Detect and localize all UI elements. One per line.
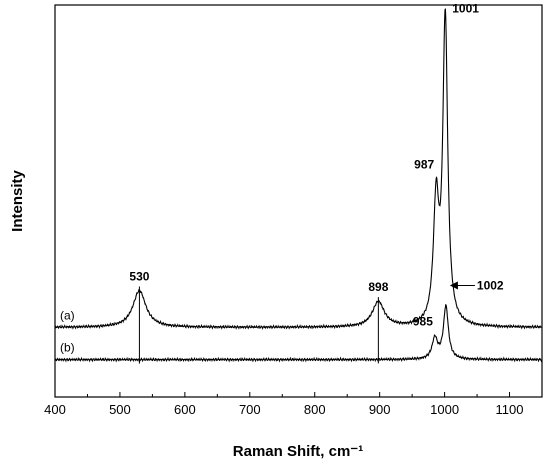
series-line [54,303,543,363]
series-label: (b) [60,341,75,355]
x-tick-label: 900 [369,402,391,417]
x-tick-label: 1100 [496,402,524,417]
x-axis-ticks: 400 500 600 700 800 900 1000 1100 [44,392,524,417]
x-tick-label: 800 [304,402,326,417]
series-label: (a) [60,308,75,322]
y-axis-label: Intensity [9,170,26,232]
x-tick-label: 400 [44,402,66,417]
peak-label: 898 [368,280,388,294]
x-tick-label: 700 [239,402,261,417]
x-tick-label: 1000 [430,402,459,417]
peak-label: 530 [129,270,149,284]
x-tick-label: 600 [174,402,196,417]
peak-label: 1002 [477,278,504,292]
peak-label: 987 [414,158,434,172]
annotation-layer: 530 898 987 1001 985 1002 [129,2,504,364]
peak-label: 1001 [452,2,479,16]
plot-frame [54,4,543,398]
series-layer: (a) (b) [54,8,543,363]
series-line [54,8,542,331]
x-axis-label: Raman Shift, cm⁻¹ [233,443,363,460]
x-tick-label: 500 [109,402,131,417]
peak-label: 985 [413,314,433,328]
